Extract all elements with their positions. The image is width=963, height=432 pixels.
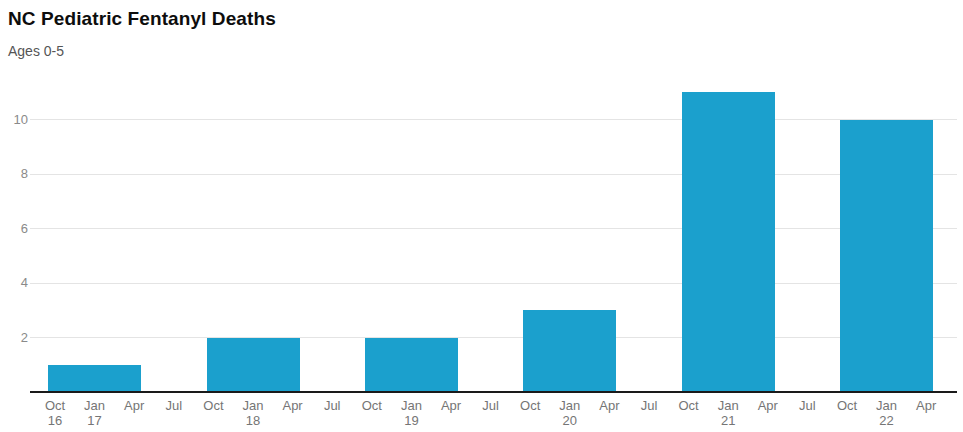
y-tick-label-8: 8 xyxy=(0,166,28,182)
x-tick-label-20: Jul xyxy=(785,398,829,413)
gridline-2 xyxy=(30,337,957,338)
x-tick-label-15: Apr xyxy=(587,398,631,413)
x-tick-month: Apr xyxy=(282,398,302,413)
x-tick-label-4: Jul xyxy=(152,398,196,413)
x-tick-month: Apr xyxy=(441,398,461,413)
x-tick-year: 20 xyxy=(548,413,592,428)
chart-canvas: NC Pediatric Fentanyl Deaths Ages 0-5 2 4… xyxy=(0,0,963,432)
x-tick-month: Jan xyxy=(401,398,422,413)
y-tick-label-2: 2 xyxy=(0,330,28,346)
x-tick-month: Jan xyxy=(876,398,897,413)
x-tick-month: Oct xyxy=(520,398,540,413)
x-tick-label-5: Oct xyxy=(191,398,235,413)
y-tick-label-4: 4 xyxy=(0,275,28,291)
x-tick-month: Jan xyxy=(243,398,264,413)
x-tick-label-6: Jan18 xyxy=(231,398,275,428)
bar-4 xyxy=(523,310,616,392)
x-tick-label-9: Oct xyxy=(350,398,394,413)
gridline-10 xyxy=(30,119,957,120)
x-tick-label-12: Jul xyxy=(469,398,513,413)
x-tick-year: 17 xyxy=(73,413,117,428)
x-tick-year: 19 xyxy=(389,413,433,428)
x-tick-label-17: Oct xyxy=(667,398,711,413)
bar-3 xyxy=(365,338,458,393)
x-tick-label-23: Apr xyxy=(904,398,948,413)
x-tick-label-1: Oct16 xyxy=(33,398,77,428)
x-tick-year: 21 xyxy=(706,413,750,428)
x-tick-month: Jan xyxy=(718,398,739,413)
x-tick-label-21: Oct xyxy=(825,398,869,413)
y-tick-label-10: 10 xyxy=(0,112,28,128)
x-tick-month: Apr xyxy=(124,398,144,413)
x-tick-month: Jul xyxy=(799,398,816,413)
chart-title: NC Pediatric Fentanyl Deaths xyxy=(8,8,276,30)
x-tick-month: Apr xyxy=(599,398,619,413)
x-tick-year: 18 xyxy=(231,413,275,428)
x-tick-month: Apr xyxy=(758,398,778,413)
x-tick-label-19: Apr xyxy=(746,398,790,413)
chart-subtitle: Ages 0-5 xyxy=(8,43,64,59)
x-tick-year: 16 xyxy=(33,413,77,428)
x-tick-month: Jul xyxy=(641,398,658,413)
x-tick-label-7: Apr xyxy=(271,398,315,413)
x-tick-label-16: Jul xyxy=(627,398,671,413)
x-tick-month: Oct xyxy=(678,398,698,413)
x-tick-month: Jan xyxy=(84,398,105,413)
x-tick-label-14: Jan20 xyxy=(548,398,592,428)
x-tick-label-3: Apr xyxy=(112,398,156,413)
x-tick-label-11: Apr xyxy=(429,398,473,413)
y-tick-label-6: 6 xyxy=(0,221,28,237)
bar-1 xyxy=(48,365,141,392)
x-tick-label-18: Jan21 xyxy=(706,398,750,428)
bar-5 xyxy=(682,92,775,392)
x-tick-label-10: Jan19 xyxy=(389,398,433,428)
x-tick-month: Jul xyxy=(324,398,341,413)
x-tick-month: Jul xyxy=(482,398,499,413)
x-axis-line xyxy=(30,391,957,393)
x-tick-label-22: Jan22 xyxy=(865,398,909,428)
bar-2 xyxy=(207,338,300,393)
x-tick-month: Jan xyxy=(559,398,580,413)
x-tick-month: Jul xyxy=(165,398,182,413)
x-tick-label-2: Jan17 xyxy=(73,398,117,428)
x-tick-label-13: Oct xyxy=(508,398,552,413)
x-tick-month: Oct xyxy=(45,398,65,413)
x-tick-month: Apr xyxy=(916,398,936,413)
gridline-6 xyxy=(30,228,957,229)
gridline-4 xyxy=(30,283,957,284)
x-tick-month: Oct xyxy=(362,398,382,413)
gridline-8 xyxy=(30,174,957,175)
x-tick-month: Oct xyxy=(203,398,223,413)
x-tick-year: 22 xyxy=(865,413,909,428)
x-tick-month: Oct xyxy=(837,398,857,413)
bar-6 xyxy=(840,120,933,393)
x-tick-label-8: Jul xyxy=(310,398,354,413)
